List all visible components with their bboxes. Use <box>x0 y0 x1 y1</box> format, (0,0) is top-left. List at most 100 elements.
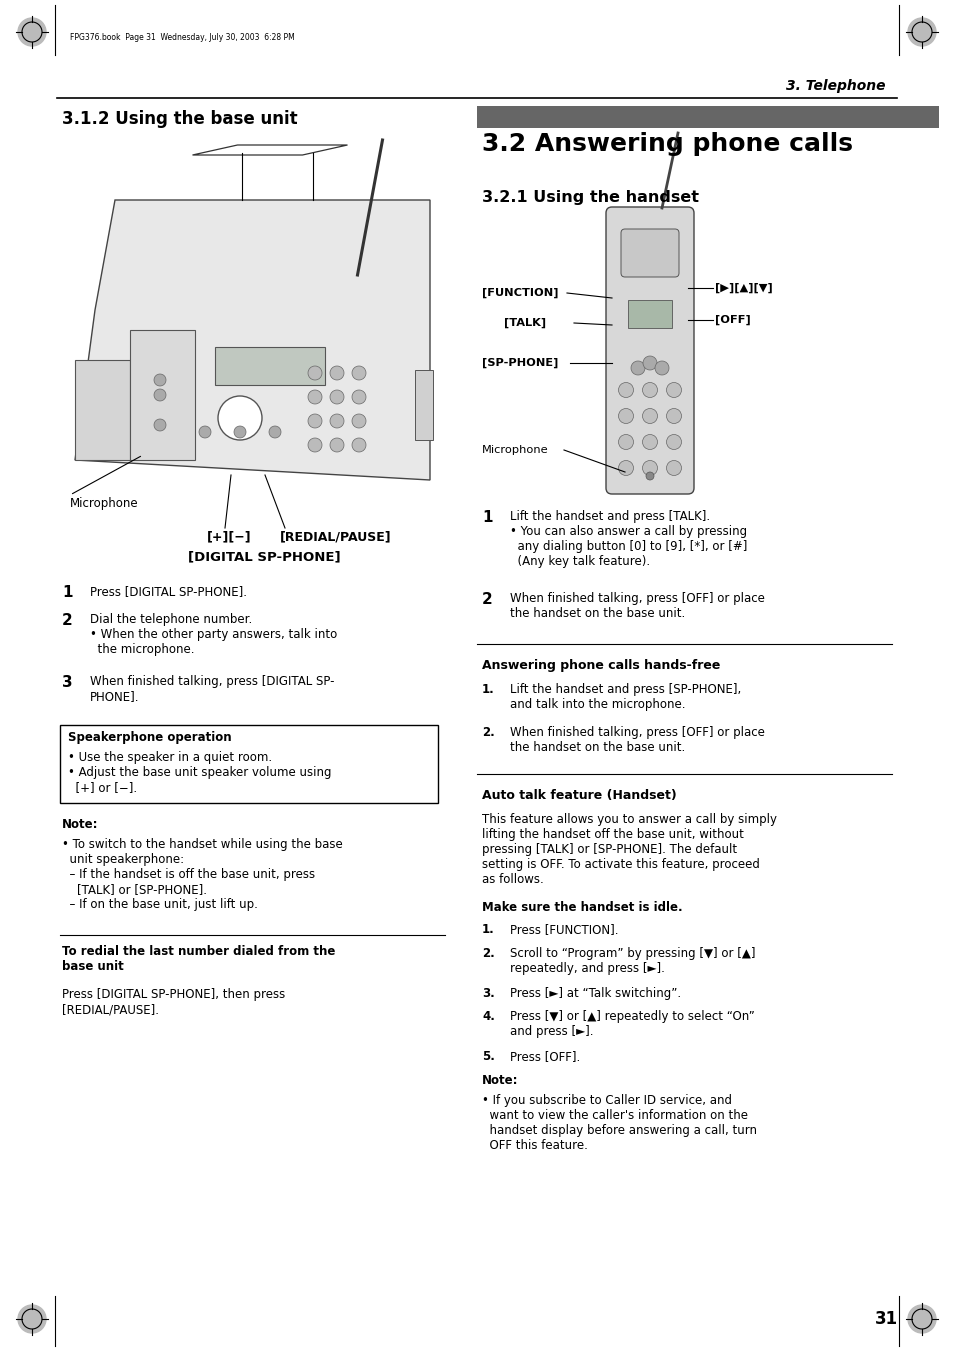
Circle shape <box>308 366 322 380</box>
Text: 2: 2 <box>481 592 493 607</box>
Bar <box>214 347 325 385</box>
Circle shape <box>18 1305 46 1333</box>
Text: 3.1.2 Using the base unit: 3.1.2 Using the base unit <box>62 109 297 128</box>
Text: Press [►] at “Talk switching”.: Press [►] at “Talk switching”. <box>510 986 680 1000</box>
Polygon shape <box>193 145 347 155</box>
Text: 31: 31 <box>874 1310 897 1328</box>
Circle shape <box>308 413 322 428</box>
Text: [+][−]: [+][−] <box>207 530 252 543</box>
Text: Press [DIGITAL SP-PHONE].: Press [DIGITAL SP-PHONE]. <box>90 585 247 598</box>
Text: Note:: Note: <box>481 1074 518 1086</box>
Circle shape <box>907 1305 935 1333</box>
Text: When finished talking, press [DIGITAL SP-
PHONE].: When finished talking, press [DIGITAL SP… <box>90 676 335 703</box>
Circle shape <box>330 390 344 404</box>
Circle shape <box>618 408 633 423</box>
Text: Press [▼] or [▲] repeatedly to select “On”
and press [►].: Press [▼] or [▲] repeatedly to select “O… <box>510 1011 754 1038</box>
Circle shape <box>641 435 657 450</box>
Bar <box>627 300 671 328</box>
Circle shape <box>618 382 633 397</box>
Text: To redial the last number dialed from the
base unit: To redial the last number dialed from th… <box>62 944 335 973</box>
Text: • If you subscribe to Caller ID service, and
  want to view the caller's informa: • If you subscribe to Caller ID service,… <box>481 1093 757 1151</box>
Circle shape <box>153 374 166 386</box>
Text: Scroll to “Program” by pressing [▼] or [▲]
repeatedly, and press [►].: Scroll to “Program” by pressing [▼] or [… <box>510 947 755 974</box>
Text: 1: 1 <box>481 509 492 526</box>
Circle shape <box>630 361 644 376</box>
Circle shape <box>352 390 366 404</box>
Text: [OFF]: [OFF] <box>714 315 750 326</box>
Text: When finished talking, press [OFF] or place
the handset on the base unit.: When finished talking, press [OFF] or pl… <box>510 592 764 620</box>
Circle shape <box>199 426 211 438</box>
Text: Make sure the handset is idle.: Make sure the handset is idle. <box>481 901 682 915</box>
Text: 3: 3 <box>62 676 72 690</box>
Text: 3. Telephone: 3. Telephone <box>785 78 885 93</box>
Circle shape <box>655 361 668 376</box>
Text: 1: 1 <box>62 585 72 600</box>
Text: [DIGITAL SP-PHONE]: [DIGITAL SP-PHONE] <box>188 550 340 563</box>
Circle shape <box>618 461 633 476</box>
FancyBboxPatch shape <box>620 230 679 277</box>
Bar <box>60 725 437 802</box>
Text: 3.2 Answering phone calls: 3.2 Answering phone calls <box>481 132 852 155</box>
Text: Microphone: Microphone <box>70 497 138 509</box>
Bar <box>415 370 433 440</box>
Circle shape <box>641 382 657 397</box>
FancyBboxPatch shape <box>605 207 693 494</box>
Circle shape <box>666 408 680 423</box>
Text: [TALK]: [TALK] <box>503 317 545 328</box>
Circle shape <box>308 390 322 404</box>
Text: [FUNCTION]: [FUNCTION] <box>481 288 558 299</box>
Circle shape <box>330 366 344 380</box>
Polygon shape <box>75 359 130 459</box>
Text: Auto talk feature (Handset): Auto talk feature (Handset) <box>481 789 676 802</box>
Bar <box>130 330 194 459</box>
Text: 5.: 5. <box>481 1050 495 1063</box>
Text: When finished talking, press [OFF] or place
the handset on the base unit.: When finished talking, press [OFF] or pl… <box>510 725 764 754</box>
Text: Press [DIGITAL SP-PHONE], then press
[REDIAL/PAUSE].: Press [DIGITAL SP-PHONE], then press [RE… <box>62 988 285 1016</box>
Circle shape <box>352 366 366 380</box>
Circle shape <box>641 408 657 423</box>
Text: Speakerphone operation: Speakerphone operation <box>68 731 232 744</box>
Circle shape <box>352 438 366 453</box>
Text: • To switch to the handset while using the base
  unit speakerphone:
  – If the : • To switch to the handset while using t… <box>62 838 342 911</box>
Circle shape <box>18 18 46 46</box>
Text: 2: 2 <box>62 612 72 627</box>
Text: [REDIAL/PAUSE]: [REDIAL/PAUSE] <box>280 530 392 543</box>
Circle shape <box>618 435 633 450</box>
Circle shape <box>233 426 246 438</box>
Text: 3.: 3. <box>481 986 495 1000</box>
Text: Microphone: Microphone <box>481 444 548 455</box>
Circle shape <box>666 382 680 397</box>
Text: [▶][▲][▼]: [▶][▲][▼] <box>714 282 772 293</box>
Text: 1.: 1. <box>481 923 495 936</box>
Circle shape <box>218 396 262 440</box>
Circle shape <box>641 461 657 476</box>
Circle shape <box>153 389 166 401</box>
Text: This feature allows you to answer a call by simply
lifting the handset off the b: This feature allows you to answer a call… <box>481 813 776 886</box>
Text: Note:: Note: <box>62 817 98 831</box>
Text: FPG376.book  Page 31  Wednesday, July 30, 2003  6:28 PM: FPG376.book Page 31 Wednesday, July 30, … <box>70 34 294 42</box>
Text: 3.2.1 Using the handset: 3.2.1 Using the handset <box>481 190 699 205</box>
Text: 2.: 2. <box>481 947 495 959</box>
Text: Lift the handset and press [TALK].
• You can also answer a call by pressing
  an: Lift the handset and press [TALK]. • You… <box>510 509 746 567</box>
Text: Answering phone calls hands-free: Answering phone calls hands-free <box>481 659 720 671</box>
Circle shape <box>269 426 281 438</box>
Bar <box>476 105 938 128</box>
Text: • Use the speaker in a quiet room.
• Adjust the base unit speaker volume using
 : • Use the speaker in a quiet room. • Adj… <box>68 751 331 794</box>
Circle shape <box>666 435 680 450</box>
Circle shape <box>645 471 654 480</box>
Text: Press [OFF].: Press [OFF]. <box>510 1050 579 1063</box>
Text: Dial the telephone number.
• When the other party answers, talk into
  the micro: Dial the telephone number. • When the ot… <box>90 612 337 655</box>
Circle shape <box>352 413 366 428</box>
Text: [SP-PHONE]: [SP-PHONE] <box>481 358 558 367</box>
Circle shape <box>308 438 322 453</box>
Circle shape <box>330 413 344 428</box>
Circle shape <box>666 461 680 476</box>
Text: 1.: 1. <box>481 684 495 696</box>
Polygon shape <box>75 200 430 480</box>
Text: 2.: 2. <box>481 725 495 739</box>
Text: Press [FUNCTION].: Press [FUNCTION]. <box>510 923 618 936</box>
Text: Lift the handset and press [SP-PHONE],
and talk into the microphone.: Lift the handset and press [SP-PHONE], a… <box>510 684 740 711</box>
Circle shape <box>153 419 166 431</box>
Text: 4.: 4. <box>481 1011 495 1023</box>
Circle shape <box>907 18 935 46</box>
